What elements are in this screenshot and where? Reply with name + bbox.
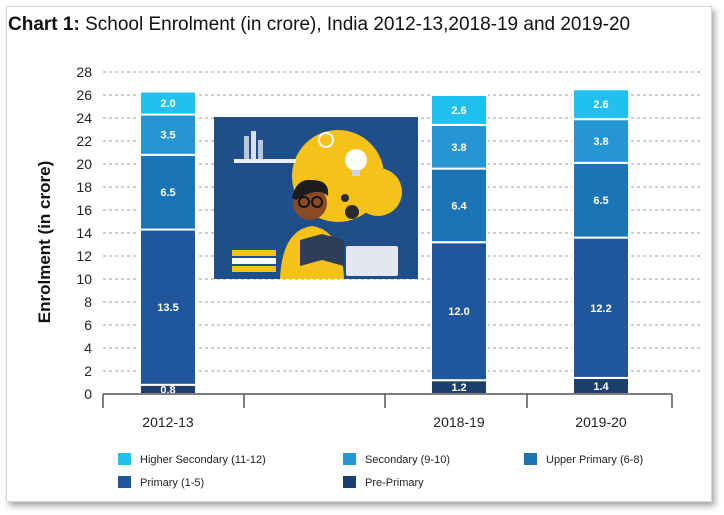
y-tick-label: 10	[76, 271, 92, 287]
laptop-icon	[346, 246, 398, 276]
chart-title-prefix: Chart 1:	[8, 14, 80, 35]
bookshelf-icon	[234, 159, 296, 163]
x-tick-label: 2018-19	[433, 414, 485, 430]
bar-data-label: 3.8	[593, 136, 608, 148]
legend-label: Pre-Primary	[365, 477, 424, 489]
chart-title: Chart 1: School Enrolment (in crore), In…	[8, 14, 630, 36]
y-tick-label: 0	[84, 386, 92, 402]
glasses-icon	[311, 196, 323, 208]
flask-icon	[318, 132, 334, 148]
book-icon	[251, 131, 256, 159]
bar-segment	[139, 90, 197, 116]
book-stack-icon	[232, 266, 276, 272]
bar-data-label: 2.6	[451, 105, 466, 117]
bar-segment	[430, 167, 488, 244]
bar-segment	[572, 118, 630, 164]
y-tick-label: 18	[76, 179, 92, 195]
bar-data-label: 2.0	[160, 98, 175, 110]
y-tick-label: 20	[76, 156, 92, 172]
y-tick-label: 8	[84, 294, 92, 310]
legend-swatch	[118, 453, 131, 465]
y-tick-label: 16	[76, 202, 92, 218]
bar-data-label: 3.8	[451, 142, 466, 154]
legend-label: Higher Secondary (11-12)	[140, 454, 266, 466]
y-tick-label: 28	[76, 64, 92, 80]
bar-segment	[572, 236, 630, 379]
bar-segment	[430, 241, 488, 382]
bar-data-label: 12.0	[448, 306, 469, 318]
bar-segment	[430, 123, 488, 170]
book-icon	[258, 140, 263, 159]
idea-cloud-shape	[354, 168, 402, 216]
y-tick-label: 14	[76, 225, 92, 241]
gear-icon	[345, 205, 359, 219]
legend-swatch	[118, 476, 131, 488]
book-icon	[244, 136, 249, 159]
bar-data-label: 2.6	[593, 99, 608, 111]
bar-data-label: 1.4	[593, 381, 609, 393]
bar-segment	[572, 88, 630, 121]
legend-swatch	[524, 453, 537, 465]
legend-label: Primary (1-5)	[140, 477, 204, 489]
lightbulb-icon	[345, 149, 367, 171]
y-tick-label: 2	[84, 363, 92, 379]
y-tick-label: 22	[76, 133, 92, 149]
bar-data-label: 6.4	[451, 200, 467, 212]
chart-title-text: School Enrolment (in crore), India 2012-…	[79, 14, 631, 35]
bar-segment	[139, 153, 197, 231]
legend-label: Secondary (9-10)	[365, 454, 450, 466]
x-axis: 2012-13 2018-19 2019-20	[102, 393, 673, 430]
y-tick-label: 26	[76, 87, 92, 103]
lightbulb-base-icon	[352, 170, 360, 176]
y-tick-label: 12	[76, 248, 92, 264]
student-hair	[292, 179, 329, 200]
legend-swatch	[343, 476, 356, 488]
bar-segment	[139, 113, 197, 156]
bar-data-label: 1.2	[451, 382, 466, 394]
legend: Higher Secondary (11-12) Secondary (9-10)…	[118, 453, 643, 489]
open-book-icon	[300, 234, 344, 266]
gear-icon	[341, 194, 349, 202]
student-illustration	[214, 117, 418, 279]
bar-segment	[139, 228, 197, 386]
y-tick-label: 6	[84, 317, 92, 333]
bar-stacks: 0.813.56.53.52.01.212.06.43.82.61.412.26…	[139, 88, 630, 396]
x-tick-label: 2012-13	[142, 414, 194, 430]
y-tick-label: 4	[84, 340, 92, 356]
legend-swatch	[343, 453, 356, 465]
y-axis-label: Enrolment (in crore)	[35, 161, 54, 323]
bar-segment	[430, 94, 488, 126]
bar-data-label: 12.2	[590, 303, 611, 315]
bar-data-label: 6.5	[593, 195, 608, 207]
legend-label: Upper Primary (6-8)	[546, 454, 643, 466]
bar-data-label: 6.5	[160, 187, 175, 199]
glasses-icon	[298, 196, 310, 208]
y-tick-label: 24	[76, 110, 92, 126]
book-stack-icon	[232, 250, 276, 256]
bar-data-label: 3.5	[160, 130, 175, 142]
book-stack-icon	[232, 258, 276, 264]
bar-data-label: 13.5	[157, 302, 178, 314]
x-tick-label: 2019-20	[575, 414, 627, 430]
